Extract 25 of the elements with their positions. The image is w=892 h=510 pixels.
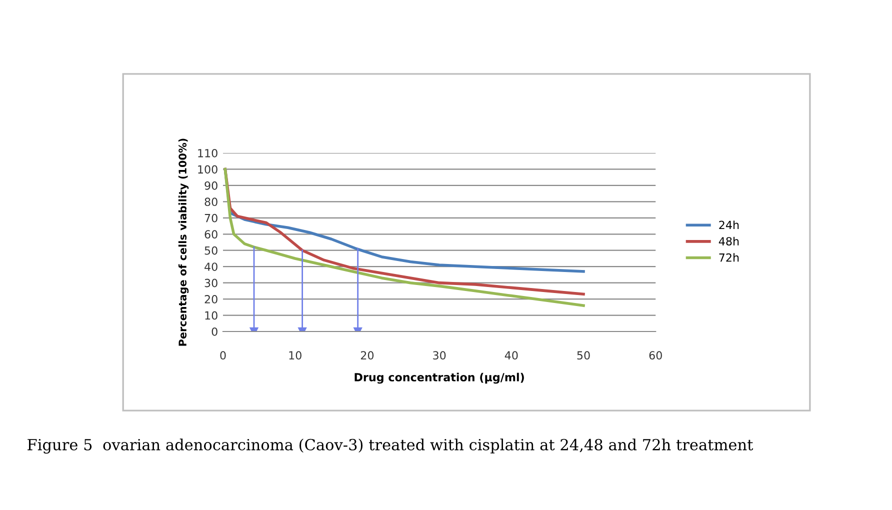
y-tick-label: 40 <box>204 262 218 271</box>
x-tick-label: 30 <box>433 351 446 360</box>
x-tick-label: 20 <box>360 351 374 360</box>
x-tick-label: 10 <box>289 351 302 360</box>
y-tick-label: 90 <box>204 181 218 190</box>
y-tick-label: 50 <box>204 246 218 255</box>
y-tick-label: 70 <box>204 214 218 222</box>
y-tick-label: 10 <box>205 311 218 320</box>
y-tick-label: 100 <box>198 165 218 174</box>
x-axis-title: Drug concentration (µg/ml) <box>354 372 524 384</box>
legend-label: 72h <box>719 253 739 262</box>
x-tick-label: 50 <box>577 351 590 360</box>
legend-label: 24h <box>719 220 739 230</box>
y-tick-label: 110 <box>198 148 218 158</box>
x-tick-label: 0 <box>220 351 226 360</box>
y-tick-label: 30 <box>204 278 218 288</box>
x-tick-label: 60 <box>649 351 662 360</box>
y-tick-label: 80 <box>204 198 218 206</box>
y-tick-label: 60 <box>204 230 218 239</box>
legend-label: 48h <box>718 236 739 246</box>
y-tick-label: 0 <box>212 327 218 336</box>
y-tick-label: 20 <box>204 295 218 304</box>
caption: Figure 5 ovarian adenocarcinoma (Caov-3) treated with cisplatin at 24,48 and 72h treatment <box>28 438 754 454</box>
y-axis-title: Percentage of cells viability (100%) <box>178 138 189 346</box>
x-tick-label: 40 <box>504 351 518 360</box>
